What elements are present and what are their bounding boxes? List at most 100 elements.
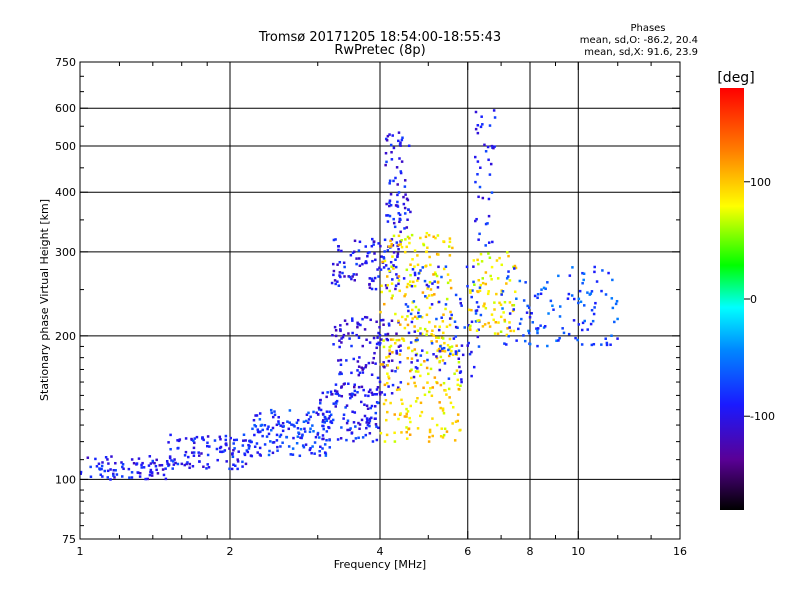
data-point (184, 437, 188, 440)
data-point (416, 370, 420, 373)
data-point (278, 435, 282, 438)
data-point (233, 447, 236, 450)
data-point (253, 433, 256, 437)
data-point (486, 145, 490, 149)
data-point (375, 425, 378, 428)
data-point (355, 333, 358, 337)
data-point (109, 468, 112, 471)
data-point (121, 475, 124, 478)
data-point (593, 265, 596, 269)
data-point (394, 176, 397, 180)
data-point (414, 400, 418, 403)
data-point (435, 355, 438, 358)
data-point (336, 280, 339, 283)
data-point (382, 257, 386, 260)
data-point (448, 240, 452, 244)
data-point (342, 413, 346, 417)
x-tick-label: 2 (227, 545, 234, 558)
data-point (383, 302, 386, 306)
data-point (337, 284, 341, 287)
data-point (445, 297, 449, 301)
data-point (600, 343, 603, 346)
data-point (396, 183, 399, 186)
data-point (428, 280, 432, 284)
data-point (436, 281, 440, 284)
data-point (374, 287, 378, 291)
data-point (388, 352, 392, 356)
data-point (241, 465, 244, 468)
y-axis-label: Stationary phase Virtual Height [km] (38, 199, 51, 401)
data-point (206, 463, 209, 466)
data-point (543, 325, 547, 328)
data-point (410, 320, 414, 324)
data-point (416, 277, 420, 280)
data-point (616, 317, 619, 321)
data-point (593, 270, 596, 274)
data-point (477, 319, 481, 322)
data-point (379, 244, 382, 248)
data-point (398, 143, 402, 146)
data-point (107, 462, 110, 465)
data-point (321, 419, 325, 422)
data-point (309, 427, 312, 430)
data-point (334, 383, 338, 386)
data-point (426, 358, 429, 362)
data-point (296, 426, 300, 430)
data-point (377, 275, 380, 278)
data-point (346, 428, 349, 432)
data-point (329, 390, 333, 394)
data-point (490, 265, 494, 269)
data-point (522, 299, 526, 302)
data-point (339, 275, 342, 279)
data-point (277, 422, 281, 426)
data-point (413, 330, 417, 333)
data-point (613, 320, 616, 324)
data-point (466, 344, 469, 347)
data-point (429, 288, 433, 291)
data-point (419, 414, 422, 418)
data-point (167, 441, 170, 444)
data-point (436, 349, 439, 352)
data-point (448, 345, 452, 349)
data-point (483, 302, 486, 305)
data-point (275, 439, 279, 442)
data-point (169, 447, 172, 451)
data-point (605, 341, 609, 345)
data-point (355, 257, 358, 260)
data-point (328, 446, 332, 449)
data-point (375, 388, 379, 391)
data-point (357, 436, 360, 440)
data-point (570, 294, 574, 297)
data-point (395, 166, 399, 169)
data-point (387, 385, 390, 388)
data-point (370, 287, 374, 291)
data-point (276, 445, 279, 449)
data-point (501, 290, 505, 293)
data-point (539, 292, 543, 296)
data-point (411, 349, 414, 353)
data-point (419, 354, 423, 357)
data-point (302, 420, 306, 424)
data-point (358, 371, 362, 374)
data-point (416, 263, 420, 267)
data-point (307, 418, 311, 421)
data-point (389, 245, 393, 248)
data-point (338, 274, 341, 277)
data-point (369, 388, 372, 392)
data-point (374, 258, 377, 262)
data-point (328, 414, 332, 418)
data-point (586, 291, 589, 294)
data-point (166, 462, 169, 465)
data-point (315, 411, 318, 415)
data-point (384, 398, 388, 402)
data-point (275, 433, 279, 437)
data-point (406, 218, 409, 221)
data-point (405, 226, 409, 229)
data-point (448, 317, 452, 320)
data-point (439, 383, 443, 387)
data-point (397, 212, 400, 215)
data-point (370, 373, 374, 376)
data-point (300, 434, 304, 438)
data-point (438, 325, 442, 328)
data-point (388, 179, 392, 183)
